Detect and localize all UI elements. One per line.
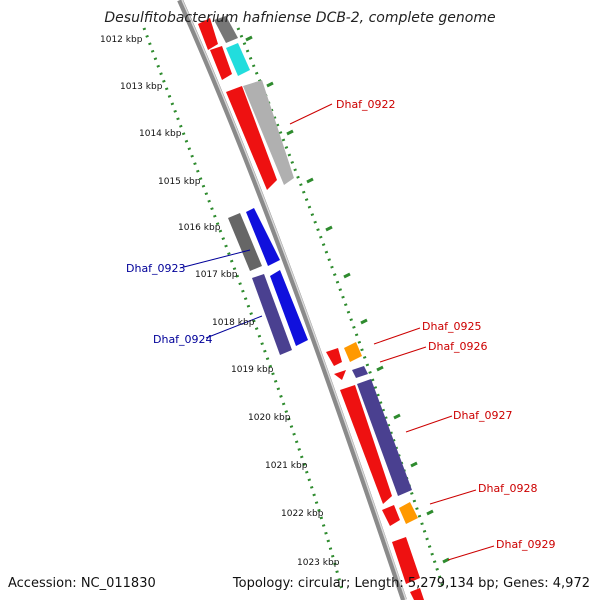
- genome-backbone-highlight: [181, 0, 407, 600]
- map-title: Desulfitobacterium hafniense DCB-2, comp…: [104, 10, 495, 26]
- gene-label-Dhaf-0922: Dhaf_0922: [336, 98, 396, 111]
- tick-label-1017: 1017 kbp: [195, 270, 238, 280]
- gene-Dhaf-0926: [352, 366, 368, 378]
- label-connectors: [179, 103, 495, 561]
- gene-label-Dhaf-0925: Dhaf_0925: [422, 320, 482, 333]
- gene-label-Dhaf-0924: Dhaf_0924: [153, 333, 213, 346]
- tick-label-1012: 1012 kbp: [100, 35, 143, 45]
- gene-label-Dhaf-0929: Dhaf_0929: [496, 538, 556, 551]
- tick-label-1014: 1014 kbp: [139, 129, 182, 139]
- gene-label-Dhaf-0927: Dhaf_0927: [453, 409, 513, 422]
- gene-Dhaf-0928-orange: [399, 502, 418, 524]
- gene-darkgray-1016: [228, 213, 262, 271]
- outer-track-ticks: [245, 35, 450, 564]
- gene-slate-1018: [252, 274, 292, 355]
- gene-Dhaf-0924: [270, 270, 308, 346]
- gene-Dhaf-0925: [344, 342, 362, 362]
- gene-red-bottom: [410, 588, 424, 600]
- tick-label-1021: 1021 kbp: [265, 461, 308, 471]
- inner-dotted-track: [142, 27, 344, 591]
- gene-red-small: [210, 46, 232, 80]
- accession-text: Accession: NC_011830: [8, 576, 156, 591]
- gene-red-1028: [382, 505, 400, 526]
- gene-label-Dhaf-0928: Dhaf_0928: [478, 482, 538, 495]
- gene-label-Dhaf-0926: Dhaf_0926: [428, 340, 488, 353]
- gene-red-long: [226, 86, 277, 190]
- kbp-tick-labels: 1012 kbp 1013 kbp 1014 kbp 1015 kbp 1016…: [100, 35, 340, 568]
- gene-Dhaf-0929: [392, 537, 420, 584]
- gene-top-gray: [214, 16, 238, 43]
- genome-backbone: [177, 0, 407, 600]
- gene-red-arrow: [334, 370, 346, 380]
- tick-label-1020: 1020 kbp: [248, 413, 291, 423]
- genome-summary-text: Topology: circular; Length: 5,279,134 bp…: [232, 576, 590, 591]
- gene-Dhaf-0922: [243, 80, 294, 185]
- gene-top-red: [198, 18, 218, 50]
- gene-red-1027: [340, 385, 392, 504]
- gene-Dhaf-0923: [246, 208, 280, 266]
- gene-cyan: [226, 43, 250, 76]
- tick-label-1018: 1018 kbp: [212, 318, 255, 328]
- tick-label-1015: 1015 kbp: [158, 177, 201, 187]
- tick-label-1023: 1023 kbp: [297, 558, 340, 568]
- gene-red-1025: [326, 348, 342, 366]
- tick-label-1013: 1013 kbp: [120, 82, 163, 92]
- gene-label-Dhaf-0923: Dhaf_0923: [126, 262, 186, 275]
- tick-label-1022: 1022 kbp: [281, 509, 324, 519]
- gene-Dhaf-0927: [357, 379, 412, 496]
- tick-label-1016: 1016 kbp: [178, 223, 221, 233]
- tick-label-1019: 1019 kbp: [231, 365, 274, 375]
